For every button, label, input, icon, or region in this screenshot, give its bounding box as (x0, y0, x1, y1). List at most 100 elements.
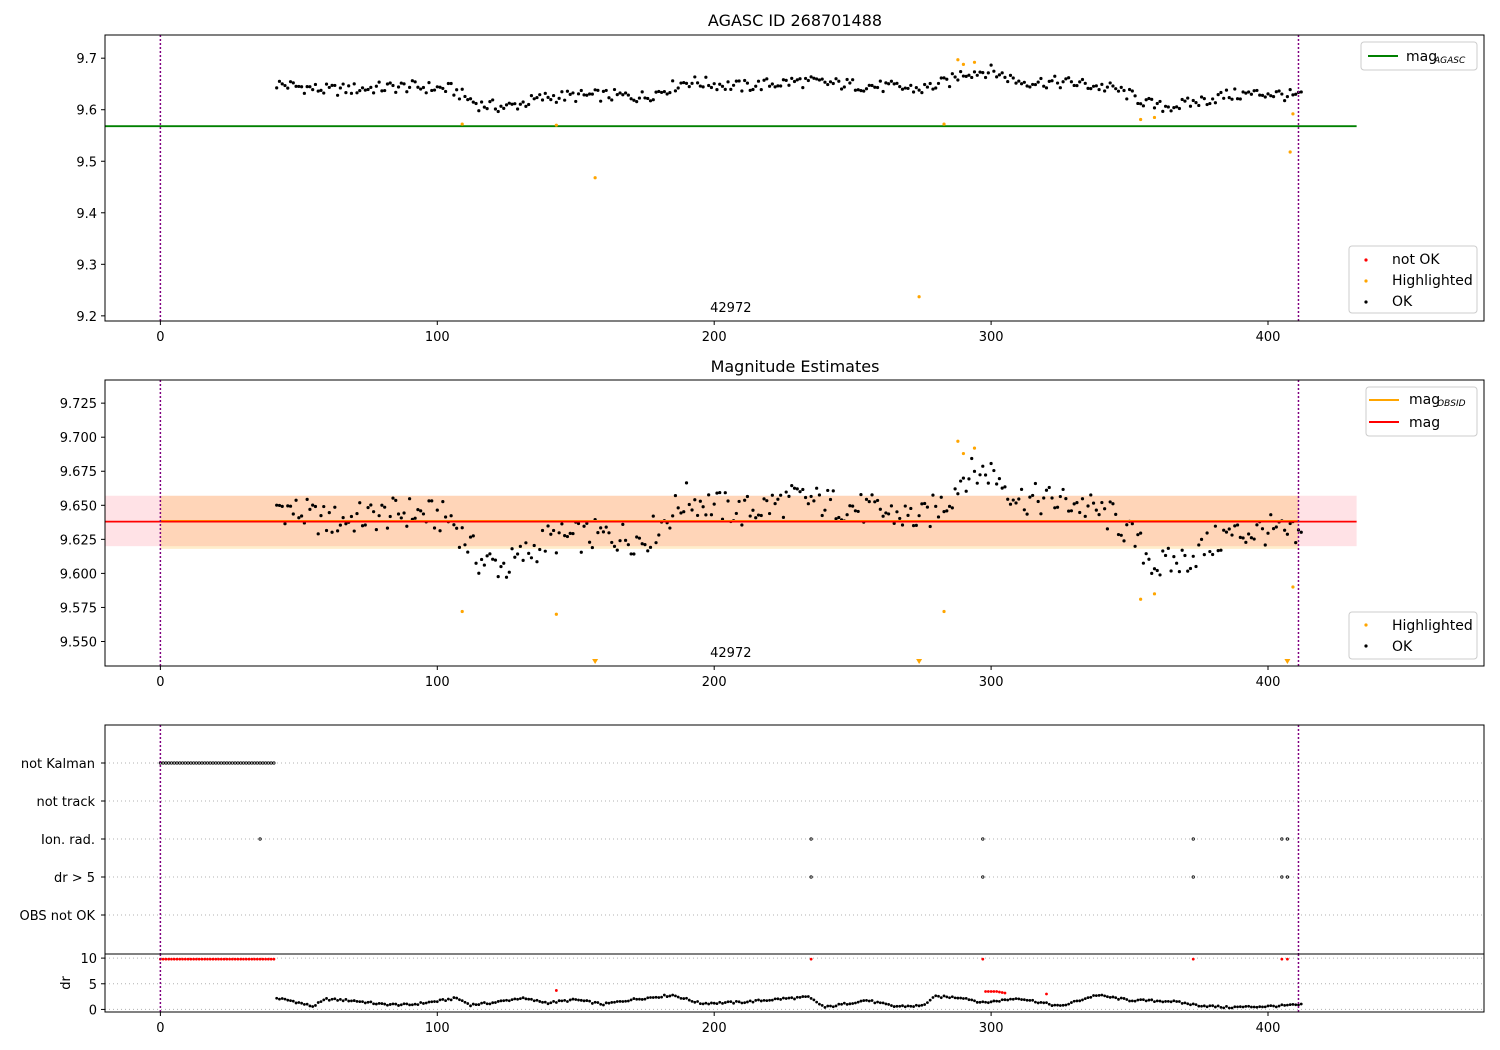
dr-point (1092, 994, 1095, 997)
dr-red-point (244, 957, 248, 961)
ok-point (1047, 79, 1051, 84)
ok-point (407, 85, 412, 89)
ok-point (565, 534, 570, 539)
ok-point (964, 489, 968, 493)
dr-point (1285, 1003, 1289, 1007)
ok-point (338, 523, 342, 527)
dr-red-point (228, 957, 232, 961)
p2-ytick-label: 9.575 (60, 601, 97, 616)
ok-point (1139, 531, 1143, 535)
ok-point (294, 84, 298, 88)
dr-point (1230, 1006, 1234, 1010)
dr-point (964, 996, 968, 1000)
dr-point (1175, 1000, 1179, 1003)
ok-point (1202, 97, 1206, 101)
dr-point (361, 1000, 364, 1004)
top-plot: 0 100 200 300 400 9.2 9.3 9.4 9.5 9.6 9.7 (76, 34, 1485, 345)
dr-point (762, 998, 766, 1002)
dr-point (308, 1004, 312, 1008)
ok-point (709, 85, 714, 90)
ok-point (1283, 99, 1287, 103)
highlighted-point (1152, 592, 1157, 596)
ok-point (837, 79, 841, 83)
ok-point (305, 84, 309, 89)
ok-point (682, 510, 686, 514)
ok-point (355, 511, 359, 516)
dr-point (532, 999, 536, 1003)
dr-point (460, 999, 464, 1003)
dr-point (1042, 1001, 1046, 1005)
ok-point (684, 81, 689, 85)
ok-point (920, 91, 924, 95)
ok-point (1089, 86, 1093, 91)
dr-point (1222, 1006, 1226, 1010)
dr-point (535, 998, 539, 1002)
ok-point (867, 500, 871, 504)
ok-point (416, 508, 420, 512)
dr-point (1172, 999, 1176, 1003)
dr-point (291, 999, 295, 1003)
ok-point (1271, 527, 1276, 531)
ok-point (1019, 82, 1024, 86)
ok-point (513, 102, 517, 106)
ok-point (648, 99, 653, 103)
ok-point (1277, 89, 1281, 93)
ok-point (864, 497, 869, 501)
ok-point (632, 552, 636, 556)
dr-point (1053, 1003, 1057, 1007)
ok-point (1163, 104, 1168, 108)
ok-point (878, 79, 882, 83)
dr-point (471, 1002, 475, 1006)
ok-point (502, 561, 506, 565)
dr-point (499, 999, 503, 1003)
ok-point (1191, 98, 1195, 103)
dr-point (956, 996, 960, 1000)
dr-point (613, 1000, 616, 1004)
ok-point (1274, 90, 1278, 94)
ok-point (1130, 522, 1134, 526)
ok-point (1042, 84, 1046, 88)
ok-point (546, 524, 550, 528)
dr-point (1158, 999, 1162, 1003)
flag-point (194, 761, 198, 765)
dr-point (1083, 997, 1087, 1001)
ok-point (1183, 99, 1187, 103)
ok-point (1238, 97, 1242, 101)
ok-point (1280, 92, 1284, 96)
ok-point (914, 86, 918, 90)
dr-point (710, 1001, 713, 1005)
ok-point (468, 97, 473, 101)
ok-point (1197, 543, 1201, 547)
dr-point (649, 996, 652, 999)
dr-point (482, 1001, 486, 1004)
ok-point (300, 514, 304, 518)
ok-point (679, 81, 683, 85)
ok-point (657, 89, 661, 94)
ok-point (759, 88, 763, 92)
ok-point (615, 93, 619, 97)
ok-point (360, 86, 365, 90)
highlighted-point (554, 612, 558, 616)
ok-point (839, 87, 844, 91)
ok-point (729, 87, 733, 91)
ok-point (1139, 102, 1143, 106)
ok-point (720, 84, 725, 88)
dr-point (358, 1000, 362, 1004)
dr-point (668, 994, 672, 998)
ok-point (427, 81, 431, 85)
ok-point (1050, 496, 1054, 500)
ok-point (1127, 87, 1132, 92)
ok-point (1166, 105, 1170, 109)
highlighted-point (1152, 115, 1157, 120)
flag-point (219, 761, 223, 765)
ok-point (280, 82, 284, 86)
dr-red-point (181, 957, 184, 961)
ok-point (673, 89, 678, 93)
ok-point (892, 521, 896, 525)
dr-point (1128, 999, 1131, 1003)
ok-point (1105, 527, 1110, 531)
ok-point (668, 526, 672, 530)
ok-point (945, 509, 949, 513)
flag-point (200, 761, 204, 765)
dr-point (596, 1001, 600, 1004)
